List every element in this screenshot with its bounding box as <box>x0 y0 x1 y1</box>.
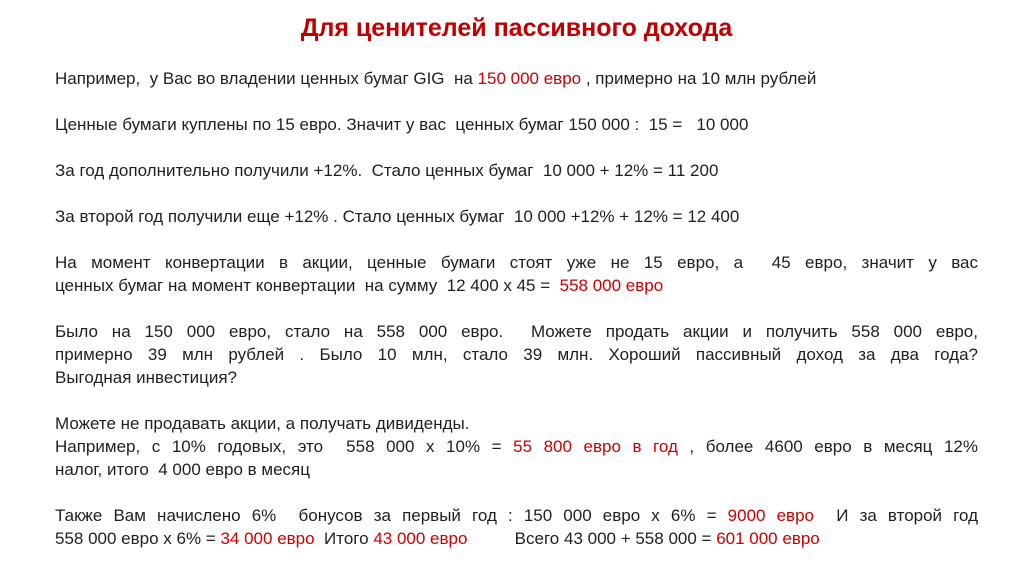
paragraph: Было на 150 000 евро, стало на 558 000 е… <box>55 320 978 389</box>
paragraph: Также Вам начислено 6% бонусов за первый… <box>55 504 978 550</box>
body-text: За второй год получили еще +12% . Стало … <box>55 207 740 226</box>
highlight-text: 601 000 евро <box>716 529 820 548</box>
body-text: Было на 150 000 евро, стало на 558 000 е… <box>55 322 978 341</box>
slide-body: Например, у Вас во владении ценных бумаг… <box>55 67 978 550</box>
body-text: За год дополнительно получили +12%. Стал… <box>55 161 719 180</box>
body-text: Также Вам начислено 6% бонусов за первый… <box>55 506 728 525</box>
body-text: И за второй год <box>814 506 978 525</box>
text-line: Выгодная инвестиция? <box>55 366 978 389</box>
highlight-text: 34 000 евро <box>220 529 315 548</box>
highlight-text: 558 000 евро <box>559 276 664 295</box>
body-text: , более 4600 евро в месяц 12% <box>677 437 978 456</box>
body-text: Например, с 10% годовых, это 558 000 х 1… <box>55 437 514 456</box>
paragraph: Можете не продавать акции, а получать ди… <box>55 412 978 481</box>
body-text: 558 000 евро х 6% = <box>55 529 221 548</box>
text-line: Было на 150 000 евро, стало на 558 000 е… <box>55 320 978 343</box>
text-line: налог, итого 4 000 евро в месяц <box>55 458 978 481</box>
paragraph: За второй год получили еще +12% . Стало … <box>55 205 978 228</box>
text-line: Например, у Вас во владении ценных бумаг… <box>55 67 978 90</box>
body-text: Например, у Вас во владении ценных бумаг… <box>55 69 478 88</box>
body-text: На момент конвертации в акции, ценные бу… <box>55 253 978 272</box>
body-text: Выгодная инвестиция? <box>55 368 238 387</box>
body-text: Итого <box>314 529 374 548</box>
body-text: Всего 43 000 + 558 000 = <box>467 529 717 548</box>
paragraph: Например, у Вас во владении ценных бумаг… <box>55 67 978 90</box>
text-line: За второй год получили еще +12% . Стало … <box>55 205 978 228</box>
text-line: 558 000 евро х 6% = 34 000 евро Итого 43… <box>55 527 978 550</box>
body-text: Можете не продавать акции, а получать ди… <box>55 414 470 433</box>
body-text: примерно 39 млн рублей . Было 10 млн, ст… <box>55 345 978 364</box>
text-line: На момент конвертации в акции, ценные бу… <box>55 251 978 274</box>
text-line: Также Вам начислено 6% бонусов за первый… <box>55 504 978 527</box>
paragraph: На момент конвертации в акции, ценные бу… <box>55 251 978 297</box>
paragraph: За год дополнительно получили +12%. Стал… <box>55 159 978 182</box>
slide-title: Для ценителей пассивного дохода <box>300 14 733 42</box>
body-text: налог, итого 4 000 евро в месяц <box>55 460 310 479</box>
text-line: За год дополнительно получили +12%. Стал… <box>55 159 978 182</box>
highlight-text: 55 800 евро в год <box>513 437 678 456</box>
text-line: ценных бумаг на момент конвертации на су… <box>55 274 978 297</box>
body-text: Ценные бумаги куплены по 15 евро. Значит… <box>55 115 749 134</box>
highlight-text: 9000 евро <box>727 506 814 525</box>
text-line: примерно 39 млн рублей . Было 10 млн, ст… <box>55 343 978 366</box>
body-text: , примерно на 10 млн рублей <box>581 69 817 88</box>
paragraph: Ценные бумаги куплены по 15 евро. Значит… <box>55 113 978 136</box>
highlight-text: 43 000 евро <box>373 529 468 548</box>
highlight-text: 150 000 евро <box>477 69 582 88</box>
text-line: Можете не продавать акции, а получать ди… <box>55 412 978 435</box>
text-line: Например, с 10% годовых, это 558 000 х 1… <box>55 435 978 458</box>
text-line: Ценные бумаги куплены по 15 евро. Значит… <box>55 113 978 136</box>
body-text: ценных бумаг на момент конвертации на су… <box>55 276 560 295</box>
